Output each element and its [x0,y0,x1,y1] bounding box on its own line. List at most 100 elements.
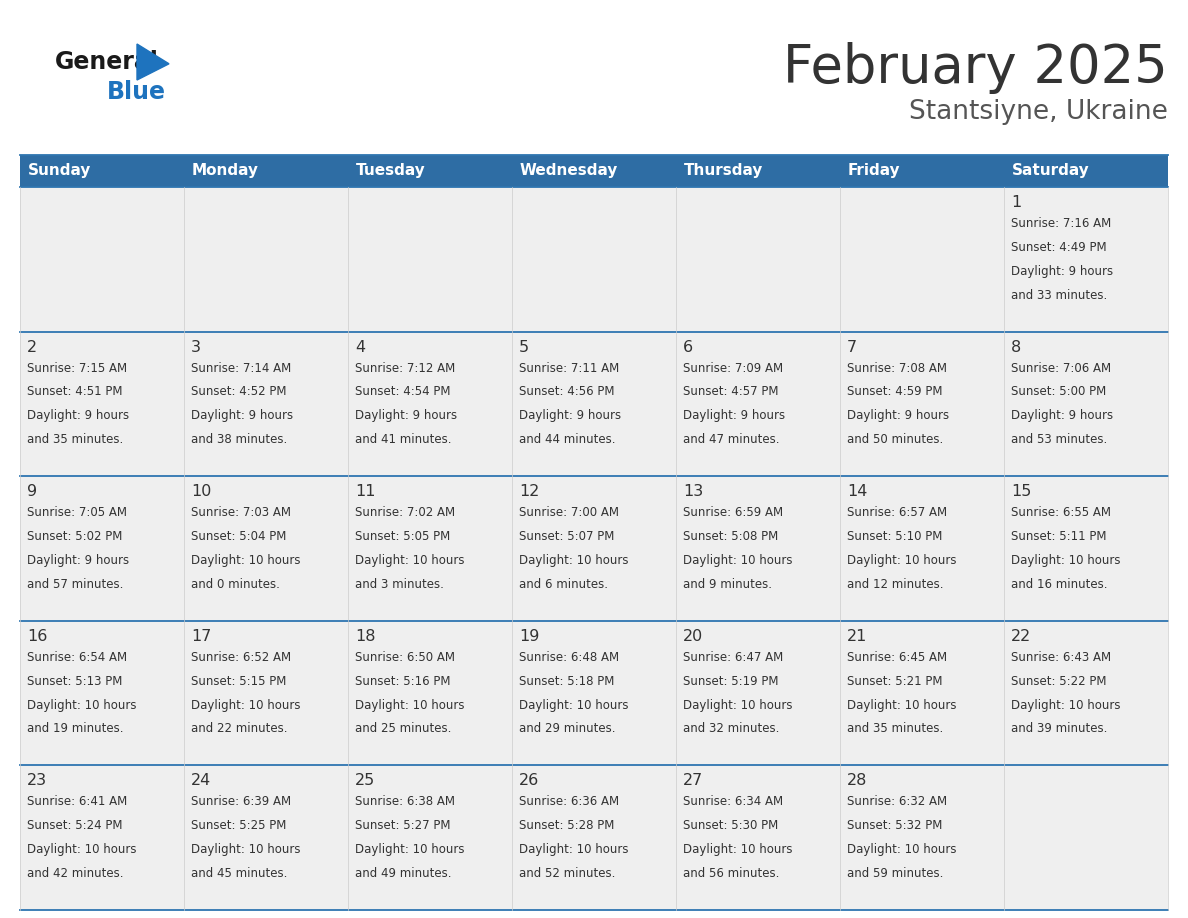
Text: 14: 14 [847,484,867,499]
Text: and 56 minutes.: and 56 minutes. [683,867,779,880]
Bar [20,155,184,187]
Text: Sunset: 5:30 PM: Sunset: 5:30 PM [683,819,778,833]
Text: Sunset: 5:22 PM: Sunset: 5:22 PM [1011,675,1106,688]
Bar [840,187,1004,331]
Bar [840,766,1004,910]
Bar [348,331,512,476]
Text: 1: 1 [1011,195,1022,210]
Text: Sunset: 5:08 PM: Sunset: 5:08 PM [683,530,778,543]
Text: Sunrise: 6:57 AM: Sunrise: 6:57 AM [847,506,947,520]
Text: Daylight: 10 hours: Daylight: 10 hours [519,843,628,856]
Text: 2: 2 [27,340,37,354]
Text: and 42 minutes.: and 42 minutes. [27,867,124,880]
Text: Daylight: 9 hours: Daylight: 9 hours [1011,409,1113,422]
Text: 23: 23 [27,773,48,789]
Text: Sunset: 4:54 PM: Sunset: 4:54 PM [355,386,450,398]
Text: Stantsiyne, Ukraine: Stantsiyne, Ukraine [909,99,1168,125]
Text: 25: 25 [355,773,375,789]
Bar [676,766,840,910]
Text: and 19 minutes.: and 19 minutes. [27,722,124,735]
Text: and 44 minutes.: and 44 minutes. [519,433,615,446]
Text: Sunrise: 7:00 AM: Sunrise: 7:00 AM [519,506,619,520]
Text: Daylight: 10 hours: Daylight: 10 hours [355,554,465,567]
Text: Sunrise: 6:39 AM: Sunrise: 6:39 AM [191,795,291,809]
Text: 19: 19 [519,629,539,644]
Text: Sunset: 5:00 PM: Sunset: 5:00 PM [1011,386,1106,398]
Text: and 45 minutes.: and 45 minutes. [191,867,287,880]
Text: Sunrise: 7:03 AM: Sunrise: 7:03 AM [191,506,291,520]
Bar [840,155,1004,187]
Polygon shape [137,44,169,80]
Bar [184,331,348,476]
Text: Sunrise: 6:47 AM: Sunrise: 6:47 AM [683,651,783,664]
Text: 5: 5 [519,340,529,354]
Bar [1004,155,1168,187]
Text: Sunrise: 7:16 AM: Sunrise: 7:16 AM [1011,217,1111,230]
Text: 15: 15 [1011,484,1031,499]
Text: Monday: Monday [192,163,259,178]
Bar [512,766,676,910]
Text: Daylight: 10 hours: Daylight: 10 hours [1011,554,1120,567]
Text: 16: 16 [27,629,48,644]
Bar [184,155,348,187]
Text: and 53 minutes.: and 53 minutes. [1011,433,1107,446]
Text: and 22 minutes.: and 22 minutes. [191,722,287,735]
Text: Sunset: 5:13 PM: Sunset: 5:13 PM [27,675,122,688]
Text: Sunrise: 6:41 AM: Sunrise: 6:41 AM [27,795,127,809]
Bar [676,621,840,766]
Text: Sunset: 5:19 PM: Sunset: 5:19 PM [683,675,778,688]
Text: Sunday: Sunday [29,163,91,178]
Text: Wednesday: Wednesday [520,163,619,178]
Text: 17: 17 [191,629,211,644]
Text: Daylight: 10 hours: Daylight: 10 hours [1011,699,1120,711]
Bar [512,621,676,766]
Text: Daylight: 10 hours: Daylight: 10 hours [847,843,956,856]
Text: Daylight: 9 hours: Daylight: 9 hours [847,409,949,422]
Text: 13: 13 [683,484,703,499]
Text: 22: 22 [1011,629,1031,644]
Text: 28: 28 [847,773,867,789]
Text: Sunset: 5:32 PM: Sunset: 5:32 PM [847,819,942,833]
Bar [840,476,1004,621]
Bar [20,331,184,476]
Text: Sunrise: 7:15 AM: Sunrise: 7:15 AM [27,362,127,375]
Text: Daylight: 10 hours: Daylight: 10 hours [27,699,137,711]
Bar [676,331,840,476]
Text: Sunrise: 6:45 AM: Sunrise: 6:45 AM [847,651,947,664]
Text: and 38 minutes.: and 38 minutes. [191,433,287,446]
Text: Sunset: 4:59 PM: Sunset: 4:59 PM [847,386,942,398]
Text: and 6 minutes.: and 6 minutes. [519,577,608,591]
Text: Daylight: 9 hours: Daylight: 9 hours [355,409,457,422]
Text: Sunset: 5:15 PM: Sunset: 5:15 PM [191,675,286,688]
Text: Daylight: 10 hours: Daylight: 10 hours [191,843,301,856]
Text: Daylight: 10 hours: Daylight: 10 hours [355,843,465,856]
Text: 24: 24 [191,773,211,789]
Text: and 50 minutes.: and 50 minutes. [847,433,943,446]
Text: Sunrise: 7:05 AM: Sunrise: 7:05 AM [27,506,127,520]
Text: Daylight: 9 hours: Daylight: 9 hours [27,554,129,567]
Text: Sunrise: 6:34 AM: Sunrise: 6:34 AM [683,795,783,809]
Text: Daylight: 10 hours: Daylight: 10 hours [355,699,465,711]
Text: Sunrise: 6:50 AM: Sunrise: 6:50 AM [355,651,455,664]
Bar [512,331,676,476]
Text: Sunrise: 6:48 AM: Sunrise: 6:48 AM [519,651,619,664]
Text: Sunrise: 7:12 AM: Sunrise: 7:12 AM [355,362,455,375]
Text: 3: 3 [191,340,201,354]
Text: February 2025: February 2025 [783,42,1168,94]
Text: Sunset: 5:24 PM: Sunset: 5:24 PM [27,819,122,833]
Text: Sunset: 5:28 PM: Sunset: 5:28 PM [519,819,614,833]
Text: Daylight: 10 hours: Daylight: 10 hours [683,554,792,567]
Text: 9: 9 [27,484,37,499]
Bar [840,331,1004,476]
Bar [676,476,840,621]
Bar [184,187,348,331]
Bar [348,187,512,331]
Text: Daylight: 9 hours: Daylight: 9 hours [27,409,129,422]
Text: and 39 minutes.: and 39 minutes. [1011,722,1107,735]
Text: and 3 minutes.: and 3 minutes. [355,577,444,591]
Text: Sunrise: 7:11 AM: Sunrise: 7:11 AM [519,362,619,375]
Text: Sunset: 5:10 PM: Sunset: 5:10 PM [847,530,942,543]
Text: 11: 11 [355,484,375,499]
Text: Sunset: 5:04 PM: Sunset: 5:04 PM [191,530,286,543]
Bar [348,476,512,621]
